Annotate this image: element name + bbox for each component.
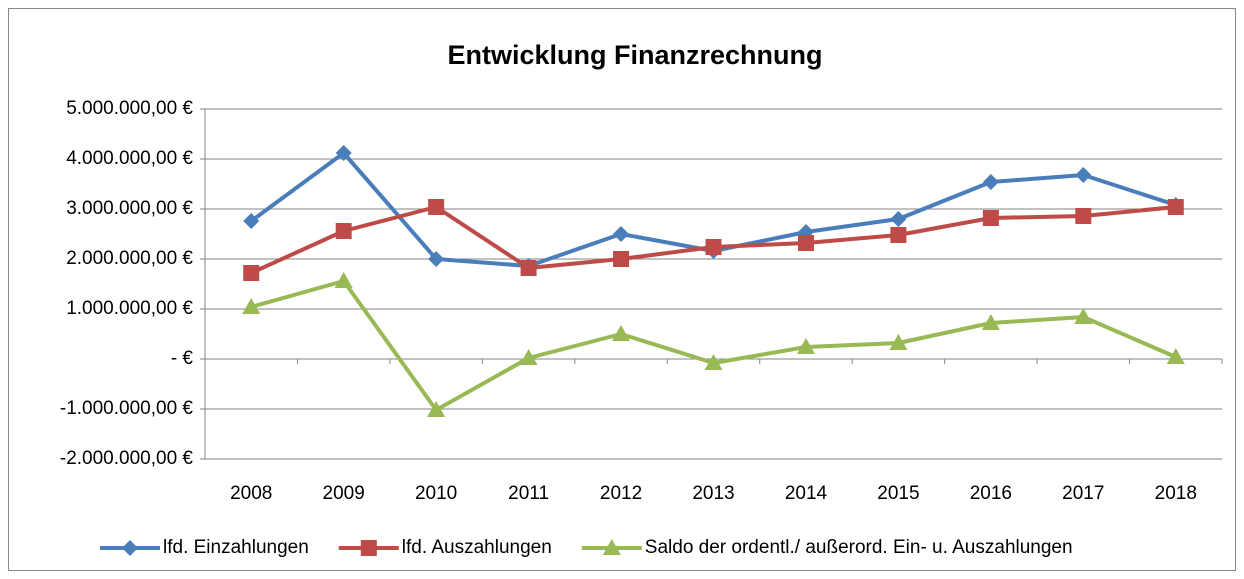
marker: [889, 334, 908, 350]
y-tick-label: 4.000.000,00 €: [66, 148, 193, 169]
marker: [243, 265, 260, 281]
marker: [1167, 199, 1184, 215]
x-tick-label: 2015: [877, 483, 919, 504]
chart-title: Entwicklung Finanzrechnung: [447, 40, 822, 70]
y-tick-label: 3.000.000,00 €: [66, 198, 193, 219]
y-tick-label: 1.000.000,00 €: [66, 298, 193, 319]
marker: [982, 174, 999, 190]
marker: [428, 251, 445, 267]
y-tick-label: - €: [171, 348, 194, 369]
marker: [520, 260, 537, 276]
marker: [704, 354, 723, 370]
legend-label: lfd. Auszahlungen: [402, 537, 552, 558]
x-tick-label: 2014: [785, 483, 828, 504]
marker: [334, 272, 353, 288]
marker: [797, 235, 814, 251]
marker: [705, 239, 722, 255]
marker: [1075, 167, 1092, 183]
marker: [243, 213, 260, 229]
legend-label: lfd. Einzahlungen: [163, 537, 309, 558]
marker: [890, 211, 907, 227]
x-tick-label: 2012: [600, 483, 642, 504]
y-tick-label: -2.000.000,00 €: [60, 448, 194, 469]
marker: [981, 314, 1000, 330]
marker: [796, 338, 815, 354]
marker: [335, 145, 352, 161]
x-tick-label: 2016: [970, 483, 1012, 504]
x-tick-label: 2013: [692, 483, 734, 504]
marker: [982, 210, 999, 226]
marker: [602, 539, 621, 555]
marker: [360, 540, 377, 556]
marker: [890, 227, 907, 243]
y-tick-label: 2.000.000,00 €: [66, 248, 193, 269]
marker: [1166, 348, 1185, 364]
x-tick-label: 2010: [415, 483, 457, 504]
marker: [122, 540, 138, 556]
marker: [1074, 308, 1093, 324]
y-tick-label: -1.000.000,00 €: [60, 398, 194, 419]
chart-border: [8, 8, 1236, 571]
marker: [335, 223, 352, 239]
marker: [242, 298, 261, 314]
x-tick-label: 2011: [508, 483, 549, 504]
x-tick-label: 2018: [1155, 483, 1197, 504]
x-tick-label: 2017: [1062, 483, 1104, 504]
legend-label: Saldo der ordentl./ außerord. Ein- u. Au…: [645, 537, 1073, 558]
x-tick-label: 2009: [323, 483, 365, 504]
y-tick-label: 5.000.000,00 €: [66, 98, 193, 119]
marker: [428, 199, 445, 215]
marker: [427, 401, 446, 417]
marker: [613, 226, 630, 242]
marker: [1075, 208, 1092, 224]
marker: [612, 325, 631, 341]
marker: [519, 349, 538, 365]
marker: [613, 251, 630, 267]
x-tick-label: 2008: [230, 483, 272, 504]
